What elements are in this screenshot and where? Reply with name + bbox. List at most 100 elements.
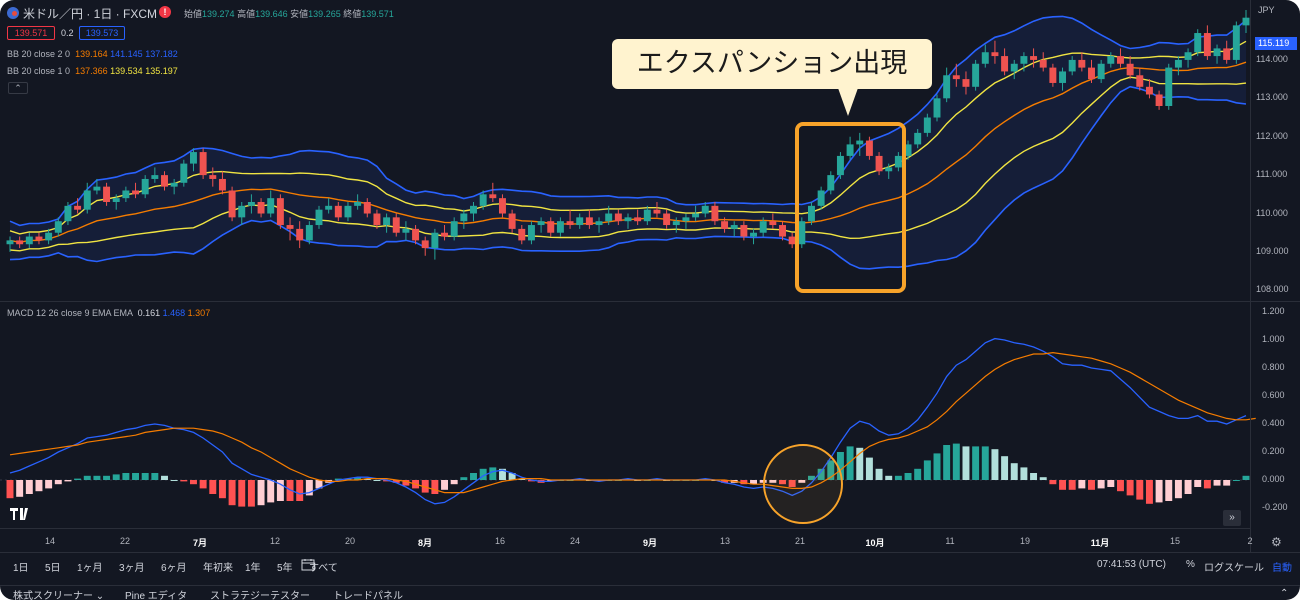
- candle-body: [730, 225, 738, 229]
- macd-histogram-bar: [721, 480, 729, 483]
- candle-body: [151, 175, 159, 179]
- currency-label[interactable]: JPY: [1258, 5, 1275, 15]
- tradingview-logo[interactable]: [10, 508, 32, 523]
- candle-body: [605, 213, 613, 222]
- expansion-callout: エクスパンション出現: [612, 39, 932, 89]
- collapse-legend-button[interactable]: ⌃: [8, 82, 28, 94]
- range-button[interactable]: 5年: [277, 563, 293, 574]
- macd-histogram-bar: [441, 480, 449, 490]
- macd-histogram-bar: [344, 478, 352, 480]
- candle-body: [199, 152, 207, 176]
- candle-body: [1145, 86, 1153, 95]
- tab-trade-panel[interactable]: トレードパネル: [333, 591, 403, 600]
- candle-body: [392, 217, 400, 233]
- candle-body: [865, 140, 873, 156]
- price-axis-label: 112.000: [1256, 130, 1288, 141]
- percent-toggle[interactable]: %: [1186, 559, 1195, 570]
- macd-histogram-bar: [103, 475, 111, 480]
- expansion-highlight-box: [795, 122, 906, 293]
- calendar-range-icon[interactable]: [301, 559, 315, 574]
- bottom-panel-tabs: [0, 585, 1300, 600]
- range-button[interactable]: 6ヶ月: [161, 563, 187, 574]
- time-axis-label: 24: [569, 536, 581, 546]
- macd-line-value: 1.468: [162, 308, 186, 318]
- candle-body: [692, 213, 700, 218]
- macd-histogram-bar: [943, 445, 951, 480]
- tab-strategy-tester[interactable]: ストラテジーテスター: [210, 591, 310, 600]
- candle-body: [170, 182, 178, 187]
- candle-body: [894, 155, 902, 168]
- clock-readout[interactable]: 07:41:53 (UTC): [1097, 559, 1166, 570]
- time-axis-label: 11月: [1090, 538, 1110, 548]
- tab-pine-editor[interactable]: Pine エディタ: [125, 591, 188, 600]
- signal-line: [9, 351, 1256, 494]
- chevron-up-icon[interactable]: ⌃: [1280, 588, 1289, 599]
- macd-histogram-bar: [267, 480, 275, 503]
- candle-body: [643, 209, 651, 222]
- candle-body: [923, 117, 931, 133]
- macd-histogram-bar: [856, 447, 864, 480]
- candle-body: [1030, 56, 1038, 60]
- settings-icon[interactable]: ⚙: [1271, 535, 1282, 549]
- candle-body: [1155, 94, 1163, 106]
- range-button[interactable]: 1日: [13, 563, 29, 574]
- range-button[interactable]: 年初来: [203, 563, 233, 574]
- buy-button[interactable]: 139.573: [79, 26, 125, 40]
- candle-body: [334, 205, 342, 218]
- tab-stock-screener[interactable]: 株式スクリーナー ⌄: [13, 587, 104, 600]
- macd-histogram-bar: [1088, 480, 1095, 490]
- candle-body: [441, 232, 449, 237]
- bb1-label: BB 20 close 1 0: [7, 66, 71, 76]
- macd-histogram-bar: [576, 478, 584, 480]
- macd-histogram-bar: [170, 480, 178, 481]
- candle-body: [576, 217, 584, 226]
- macd-histogram-bar: [460, 477, 468, 480]
- macd-histogram-bar: [64, 480, 72, 482]
- candle-body: [788, 236, 796, 245]
- macd-histogram-bar: [228, 480, 236, 506]
- time-axis-label: 7月: [192, 538, 208, 548]
- auto-scale-toggle[interactable]: 自動: [1272, 563, 1292, 574]
- range-button[interactable]: 3ヶ月: [119, 563, 145, 574]
- scroll-to-realtime-icon[interactable]: »: [1223, 510, 1241, 526]
- log-scale-toggle[interactable]: ログスケール: [1204, 563, 1264, 574]
- candle-body: [112, 198, 120, 202]
- macd-histogram-bar: [161, 475, 168, 480]
- macd-histogram-bar: [199, 480, 207, 489]
- candle-body: [1194, 33, 1202, 53]
- macd-histogram-bar: [112, 474, 120, 480]
- candle-body: [460, 213, 468, 222]
- macd-histogram-bar: [151, 473, 159, 480]
- range-button[interactable]: 5日: [45, 563, 61, 574]
- low-value: 139.265: [308, 9, 341, 19]
- bb1-legend[interactable]: BB 20 close 1 0 137.366 139.534 135.197: [7, 66, 178, 76]
- time-axis-label: 8月: [417, 538, 433, 548]
- symbol-title[interactable]: 米ドル／円 · 1日 · FXCM: [23, 7, 157, 21]
- range-button[interactable]: すべて: [309, 563, 338, 574]
- macd-histogram-bar: [1010, 463, 1018, 480]
- alert-icon[interactable]: !: [159, 6, 171, 18]
- time-axis-label: 10月: [865, 538, 885, 548]
- candle-body: [885, 167, 893, 172]
- candle-body: [267, 198, 275, 214]
- candle-body: [218, 178, 226, 191]
- range-button[interactable]: 1年: [245, 563, 261, 574]
- macd-histogram-bar: [354, 477, 362, 480]
- macd-axis-label: 1.200: [1262, 306, 1285, 316]
- candle-body: [1174, 59, 1182, 68]
- candle-body: [64, 205, 72, 222]
- macd-hist-value: 0.161: [137, 308, 161, 318]
- macd-histogram-bar: [1184, 480, 1192, 494]
- range-button[interactable]: 1ヶ月: [77, 563, 103, 574]
- candle-body: [189, 152, 197, 164]
- macd-histogram-bar: [132, 473, 140, 480]
- bb2-legend[interactable]: BB 20 close 2 0 139.164 141.145 137.182: [7, 49, 178, 59]
- sell-button[interactable]: 139.571: [7, 26, 55, 40]
- candle-body: [257, 202, 265, 214]
- macd-legend[interactable]: MACD 12 26 close 9 EMA EMA 0.161 1.468 1…: [7, 308, 210, 318]
- macd-histogram-bar: [296, 480, 304, 501]
- macd-histogram-bar: [1126, 480, 1134, 496]
- candle-body: [682, 217, 690, 222]
- candle-body: [798, 221, 806, 245]
